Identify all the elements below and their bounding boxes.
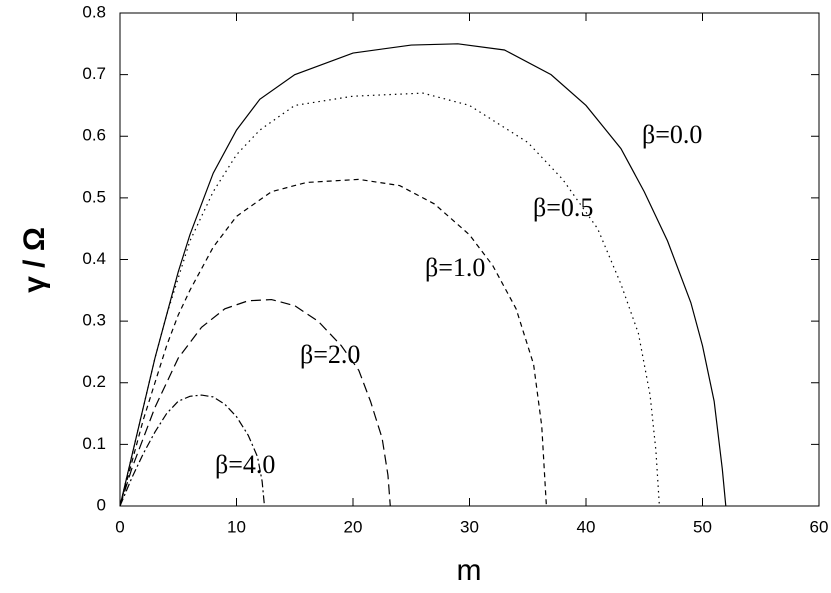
curve-label: β=0.0 xyxy=(642,120,702,149)
y-tick-label: 0.1 xyxy=(82,434,106,453)
y-tick-label: 0.6 xyxy=(82,126,106,145)
y-tick-label: 0.2 xyxy=(82,372,106,391)
x-tick-label: 0 xyxy=(115,517,124,536)
y-tick-label: 0.4 xyxy=(82,249,106,268)
y-tick-label: 0.5 xyxy=(82,187,106,206)
curve xyxy=(119,298,391,507)
curve xyxy=(119,92,660,507)
x-tick-label: 20 xyxy=(344,517,363,536)
x-tick-label: 10 xyxy=(227,517,246,536)
curve xyxy=(119,394,266,507)
curve xyxy=(119,43,727,507)
curve-label: β=2.0 xyxy=(300,340,360,369)
y-tick-label: 0.8 xyxy=(82,2,106,21)
y-tick-label: 0 xyxy=(97,495,106,514)
curve-label: β=4.0 xyxy=(215,450,275,479)
x-tick-label: 40 xyxy=(577,517,596,536)
curve-label: β=1.0 xyxy=(425,253,485,282)
curve-label: β=0.5 xyxy=(533,193,593,222)
x-tick-label: 30 xyxy=(460,517,479,536)
y-tick-label: 0.7 xyxy=(82,64,106,83)
x-axis-label: m xyxy=(457,554,482,587)
y-axis-label: γ / Ω xyxy=(18,227,51,293)
x-tick-label: 60 xyxy=(810,517,829,536)
x-tick-label: 50 xyxy=(693,517,712,536)
y-tick-label: 0.3 xyxy=(82,311,106,330)
